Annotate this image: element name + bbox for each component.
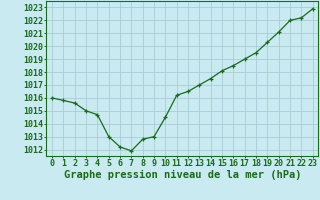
X-axis label: Graphe pression niveau de la mer (hPa): Graphe pression niveau de la mer (hPa) (64, 170, 301, 180)
